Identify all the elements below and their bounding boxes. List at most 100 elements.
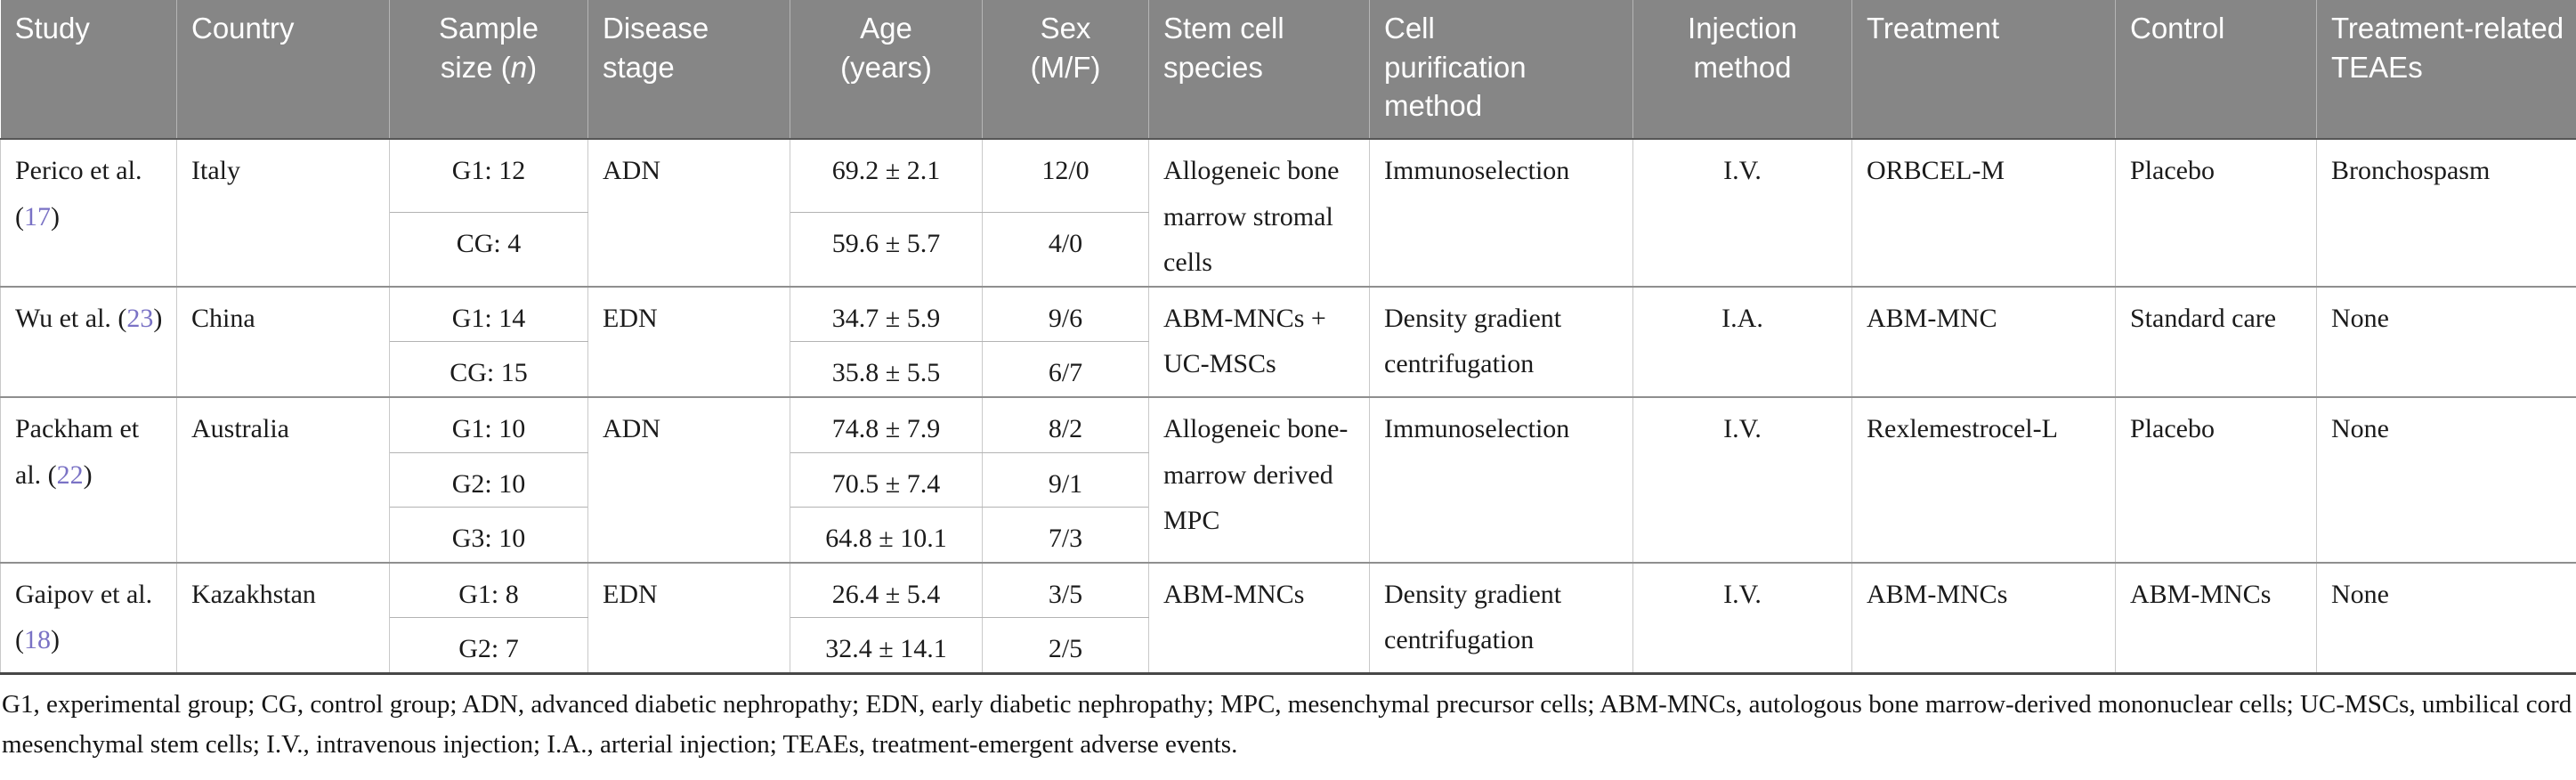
table-header: Study Country Sample size (n) Disease stage… xyxy=(0,0,2576,140)
control-cell: Placebo xyxy=(2115,138,2317,288)
table-row: Packham et al. (22) Australia G1: 10 ADN 74.… xyxy=(0,395,2576,564)
treatment-related-teaes-cell: None xyxy=(2316,395,2576,564)
treatment-related-teaes-cell: None xyxy=(2316,285,2576,398)
stem-cell-species-cell: ABM-MNCs + UC-MSCs xyxy=(1148,285,1370,398)
cell-purification-method-cell: Immunoselection xyxy=(1369,395,1633,564)
header-row: Study Country Sample size (n) Disease stage… xyxy=(0,0,2576,140)
stem-cell-species-cell: Allogeneic bone-marrow derived MPC xyxy=(1148,395,1370,564)
col-header-label: Injection method xyxy=(1688,12,1797,84)
injection-method-cell: I.A. xyxy=(1632,285,1852,398)
country-cell: Australia xyxy=(176,395,390,564)
col-header-treatment: Treatment xyxy=(1851,0,2116,140)
age-cell: 35.8 ± 5.5 xyxy=(790,341,983,398)
study-cell: Perico et al. (17) xyxy=(0,138,177,288)
age-cell: 74.8 ± 7.9 xyxy=(790,395,983,453)
col-header-label: Age (years) xyxy=(840,12,932,84)
cell-purification-method-cell: Immunoselection xyxy=(1369,138,1633,288)
sample-size-cell: CG: 4 xyxy=(389,212,588,288)
disease-stage-cell: ADN xyxy=(587,395,790,564)
col-header-label: Country xyxy=(191,12,295,45)
age-cell: 34.7 ± 5.9 xyxy=(790,285,983,343)
country-cell: China xyxy=(176,285,390,398)
table-row: G3: 10 64.8 ± 10.1 7/3 xyxy=(1,507,2576,564)
table-row: Wu et al. (23) China G1: 14 EDN 34.7 ± 5.9 9/… xyxy=(0,285,2576,398)
sample-size-cell: G2: 10 xyxy=(389,451,588,508)
col-header-label: Stem cell species xyxy=(1163,12,1284,84)
cell-purification-method-cell: Density gradient centrifugation xyxy=(1369,561,1633,674)
age-cell: 26.4 ± 5.4 xyxy=(790,561,983,619)
sex-cell: 8/2 xyxy=(982,395,1149,453)
col-header-control: Control xyxy=(2115,0,2317,140)
sex-cell: 9/1 xyxy=(982,451,1149,508)
stem-cell-species-cell: Allogeneic bone marrow stromal cells xyxy=(1148,138,1370,288)
study-cell: Gaipov et al. (18) xyxy=(0,561,177,674)
treatment-cell: Rexlemestrocel-L xyxy=(1851,395,2116,564)
sex-cell: 7/3 xyxy=(982,507,1149,564)
country-cell: Italy xyxy=(176,138,390,288)
disease-stage-cell: EDN xyxy=(587,285,790,398)
col-header-label: Treatment-related TEAEs xyxy=(2331,12,2564,84)
sex-cell: 6/7 xyxy=(982,341,1149,398)
table-footnote: G1, experimental group; CG, control grou… xyxy=(2,689,2572,759)
study-cell: Wu et al. (23) xyxy=(0,285,177,398)
col-header-label: Sex (M/F) xyxy=(1030,12,1101,84)
sample-size-cell: CG: 15 xyxy=(389,341,588,398)
table-row: Perico et al. (17) Italy G1: 12 ADN 69.2 ± 2… xyxy=(0,138,2576,288)
col-header-treatment-related-teaes: Treatment-related TEAEs xyxy=(2316,0,2576,140)
disease-stage-cell: ADN xyxy=(587,138,790,288)
treatment-cell: ABM-MNC xyxy=(1851,285,2116,398)
control-cell: Standard care xyxy=(2115,285,2317,398)
col-header-label: Cell purification method xyxy=(1384,12,1527,123)
control-cell: Placebo xyxy=(2115,395,2317,564)
age-cell: 64.8 ± 10.1 xyxy=(790,507,983,564)
treatment-cell: ORBCEL-M xyxy=(1851,138,2116,288)
injection-method-cell: I.V. xyxy=(1632,138,1852,288)
treatment-related-teaes-cell: Bronchospasm xyxy=(2316,138,2576,288)
col-header-label: Study xyxy=(14,12,90,45)
citation-link[interactable]: 22 xyxy=(56,459,84,490)
col-header-label: Control xyxy=(2130,12,2225,45)
col-header-cell-purification-method: Cell purification method xyxy=(1369,0,1633,140)
age-cell: 32.4 ± 14.1 xyxy=(790,617,983,674)
sex-cell: 9/6 xyxy=(982,285,1149,343)
col-header-stem-cell-species: Stem cell species xyxy=(1148,0,1370,140)
cell-purification-method-cell: Density gradient centrifugation xyxy=(1369,285,1633,398)
treatment-cell: ABM-MNCs xyxy=(1851,561,2116,674)
sample-size-cell: G1: 8 xyxy=(389,561,588,619)
col-header-study: Study xyxy=(0,0,177,140)
citation-link[interactable]: 23 xyxy=(126,303,154,333)
col-header-disease-stage: Disease stage xyxy=(587,0,790,140)
table-row: CG: 4 59.6 ± 5.7 4/0 xyxy=(1,212,2576,288)
sample-size-cell: G2: 7 xyxy=(389,617,588,674)
table-body: Perico et al. (17) Italy G1: 12 ADN 69.2 ± 2… xyxy=(0,138,2576,674)
injection-method-cell: I.V. xyxy=(1632,561,1852,674)
col-header-label: Sample size (n) xyxy=(439,12,539,84)
stem-cell-species-cell: ABM-MNCs xyxy=(1148,561,1370,674)
col-header-sample-size: Sample size (n) xyxy=(389,0,588,140)
sample-size-cell: G1: 10 xyxy=(389,395,588,453)
table-row: Gaipov et al. (18) Kazakhstan G1: 8 EDN 26.4… xyxy=(0,561,2576,674)
country-cell: Kazakhstan xyxy=(176,561,390,674)
age-cell: 69.2 ± 2.1 xyxy=(790,138,983,214)
sample-size-cell: G3: 10 xyxy=(389,507,588,564)
sex-cell: 4/0 xyxy=(982,212,1149,288)
sample-size-cell: G1: 12 xyxy=(389,138,588,214)
study-cell: Packham et al. (22) xyxy=(0,395,177,564)
age-cell: 59.6 ± 5.7 xyxy=(790,212,983,288)
citation-link[interactable]: 18 xyxy=(24,625,51,655)
col-header-age: Age (years) xyxy=(790,0,983,140)
disease-stage-cell: EDN xyxy=(587,561,790,674)
sex-cell: 2/5 xyxy=(982,617,1149,674)
sex-cell: 3/5 xyxy=(982,561,1149,619)
citation-link[interactable]: 17 xyxy=(24,201,51,232)
sex-cell: 12/0 xyxy=(982,138,1149,214)
sample-size-cell: G1: 14 xyxy=(389,285,588,343)
injection-method-cell: I.V. xyxy=(1632,395,1852,564)
table-row: G2: 7 32.4 ± 14.1 2/5 xyxy=(1,617,2576,674)
studies-table: Study Country Sample size (n) Disease stage… xyxy=(0,0,2576,675)
col-header-country: Country xyxy=(176,0,390,140)
col-header-injection-method: Injection method xyxy=(1632,0,1852,140)
age-cell: 70.5 ± 7.4 xyxy=(790,451,983,508)
treatment-related-teaes-cell: None xyxy=(2316,561,2576,674)
